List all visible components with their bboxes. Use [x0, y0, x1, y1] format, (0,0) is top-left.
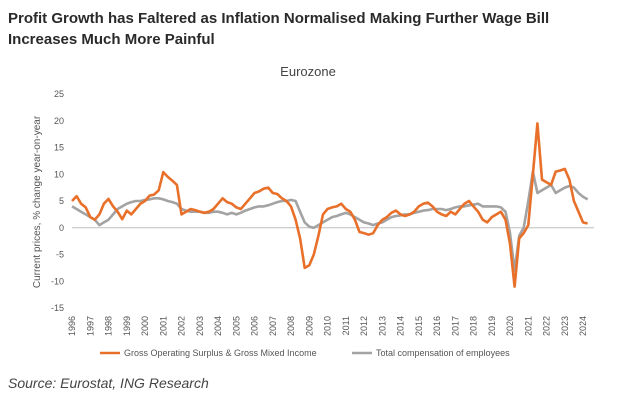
- x-tick-label: 2006: [250, 316, 260, 336]
- y-tick-label: -15: [51, 303, 64, 313]
- x-tick-label: 2016: [432, 316, 442, 336]
- y-tick-label: -10: [51, 276, 64, 286]
- x-tick-label: 2008: [286, 316, 296, 336]
- series-line-gross-operating-surplus: [71, 122, 588, 288]
- x-tick-label: 2010: [323, 316, 333, 336]
- x-tick-label: 1998: [104, 316, 114, 336]
- x-tick-label: 2009: [304, 316, 314, 336]
- x-tick-label: 1997: [85, 316, 95, 336]
- eurozone-line-chart: Eurozone Current prices, % change year-o…: [32, 64, 594, 358]
- x-tick-label: 2023: [560, 316, 570, 336]
- x-tick-label: 2017: [450, 316, 460, 336]
- x-tick-label: 2024: [578, 316, 588, 336]
- x-tick-label: 2004: [213, 316, 223, 336]
- y-tick-label: 10: [54, 169, 64, 179]
- x-axis: 1996 1997 1998 1999 2000 2001 2002 2003 2004 2005…: [67, 316, 588, 336]
- x-tick-label: 2007: [268, 316, 278, 336]
- x-tick-label: 2013: [377, 316, 387, 336]
- x-tick-label: 2012: [359, 316, 369, 336]
- y-tick-label: 5: [59, 196, 64, 206]
- legend-label-comp: Total compensation of employees: [376, 348, 510, 358]
- y-tick-label: 0: [59, 223, 64, 233]
- series-line-compensation: [71, 170, 589, 272]
- x-tick-label: 2022: [542, 316, 552, 336]
- x-tick-label: 2018: [469, 316, 479, 336]
- page-title: Profit Growth has Faltered as Inflation …: [8, 10, 550, 48]
- x-tick-label: 2019: [487, 316, 497, 336]
- y-tick-label: 25: [54, 89, 64, 99]
- x-tick-label: 2011: [341, 316, 351, 335]
- x-tick-label: 2014: [396, 316, 406, 336]
- y-tick-label: 20: [54, 116, 64, 126]
- y-tick-label: 15: [54, 143, 64, 153]
- y-tick-label: -5: [56, 250, 64, 260]
- x-tick-label: 2021: [523, 316, 533, 336]
- x-tick-label: 2015: [414, 316, 424, 336]
- x-tick-label: 1996: [67, 316, 77, 336]
- chart-subtitle: Eurozone: [280, 64, 336, 79]
- y-axis-label: Current prices, % change year-on-year: [32, 115, 43, 288]
- legend: Gross Operating Surplus & Gross Mixed In…: [100, 348, 510, 358]
- y-axis: -15 -10 -5 0 5 10 15 20 25: [51, 89, 64, 313]
- x-tick-label: 2002: [177, 316, 187, 336]
- x-tick-label: 1999: [122, 316, 132, 336]
- source-note: Source: Eurostat, ING Research: [8, 375, 209, 391]
- legend-label-gos: Gross Operating Surplus & Gross Mixed In…: [124, 348, 317, 358]
- x-tick-label: 2001: [158, 316, 168, 336]
- x-tick-label: 2005: [231, 316, 241, 336]
- x-tick-label: 2020: [505, 316, 515, 336]
- x-tick-label: 2003: [195, 316, 205, 336]
- x-tick-label: 2000: [140, 316, 150, 336]
